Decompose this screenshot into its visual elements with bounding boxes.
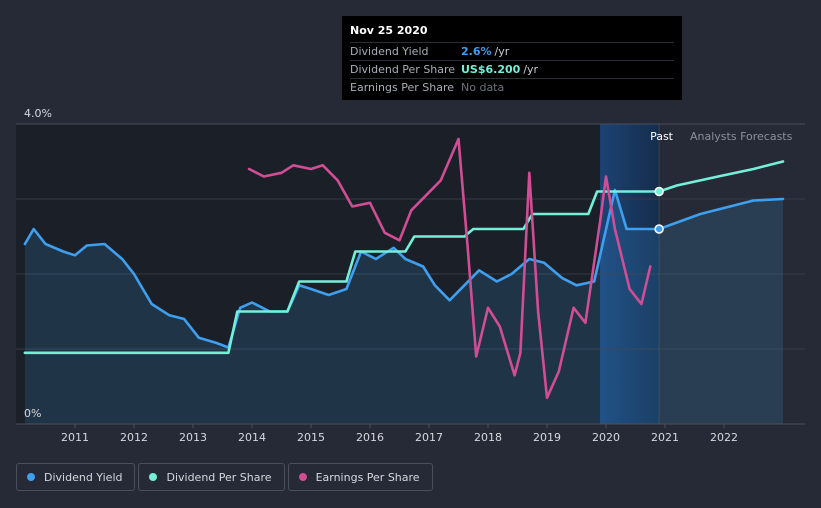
forecast-label: Analysts Forecasts <box>690 130 793 143</box>
now-marker-dividend-per-share <box>654 186 664 197</box>
chart-legend: Dividend Yield Dividend Per Share Earnin… <box>16 463 436 491</box>
x-tick-label-2012: 2012 <box>120 431 148 444</box>
x-tick-label-2021: 2021 <box>651 431 679 444</box>
tooltip-date: Nov 25 2020 <box>350 24 428 37</box>
legend-item-earnings-per-share[interactable]: Earnings Per Share <box>287 463 433 491</box>
x-tick-label-2014: 2014 <box>238 431 266 444</box>
x-tick-label-2022: 2022 <box>710 431 738 444</box>
x-tick-label-2011: 2011 <box>61 431 89 444</box>
now-marker-dividend-yield <box>654 224 664 234</box>
x-tick-label-2016: 2016 <box>356 431 384 444</box>
legend-label: Earnings Per Share <box>315 470 420 484</box>
legend-dot <box>149 473 158 481</box>
tooltip-row-dividend-yield: Dividend Yield 2.6% /yr <box>350 42 674 60</box>
past-label: Past <box>650 130 674 143</box>
legend-label: Dividend Yield <box>44 470 123 484</box>
x-tick-label-2015: 2015 <box>297 431 325 444</box>
x-tick-label-2019: 2019 <box>533 431 561 444</box>
y-axis-bottom-label: 0% <box>24 407 41 420</box>
hover-tooltip: Nov 25 2020 Dividend Yield 2.6% /yr Divi… <box>342 16 682 100</box>
tooltip-label: Dividend Per Share <box>350 63 456 76</box>
tooltip-value: 2.6% <box>461 45 492 58</box>
x-tick-label-2018: 2018 <box>474 431 502 444</box>
tooltip-row-dividend-per-share: Dividend Per Share US$6.200 /yr <box>350 60 674 78</box>
tooltip-value: US$6.200 <box>461 63 521 76</box>
legend-label: Dividend Per Share <box>166 470 272 484</box>
series-line-earnings-per-share <box>247 137 652 400</box>
tooltip-unit: /yr <box>494 45 510 58</box>
x-tick-label-2020: 2020 <box>592 431 620 444</box>
tooltip-value: No data <box>461 81 505 94</box>
tooltip-label: Earnings Per Share <box>350 81 455 94</box>
x-tick-label-2013: 2013 <box>179 431 207 444</box>
series-line-dividend-per-share <box>23 160 785 355</box>
y-axis-top-label: 4.0% <box>24 107 52 120</box>
area-dividend-yield <box>24 190 783 424</box>
legend-item-dividend-per-share[interactable]: Dividend Per Share <box>138 463 285 491</box>
legend-dot <box>298 473 307 481</box>
x-tick-label-2017: 2017 <box>415 431 443 444</box>
tooltip-row-earnings-per-share: Earnings Per Share No data <box>350 78 674 96</box>
tooltip-label: Dividend Yield <box>350 45 429 58</box>
tooltip-unit: /yr <box>523 63 539 76</box>
legend-dot <box>27 473 35 481</box>
legend-item-dividend-yield[interactable]: Dividend Yield <box>16 463 136 491</box>
